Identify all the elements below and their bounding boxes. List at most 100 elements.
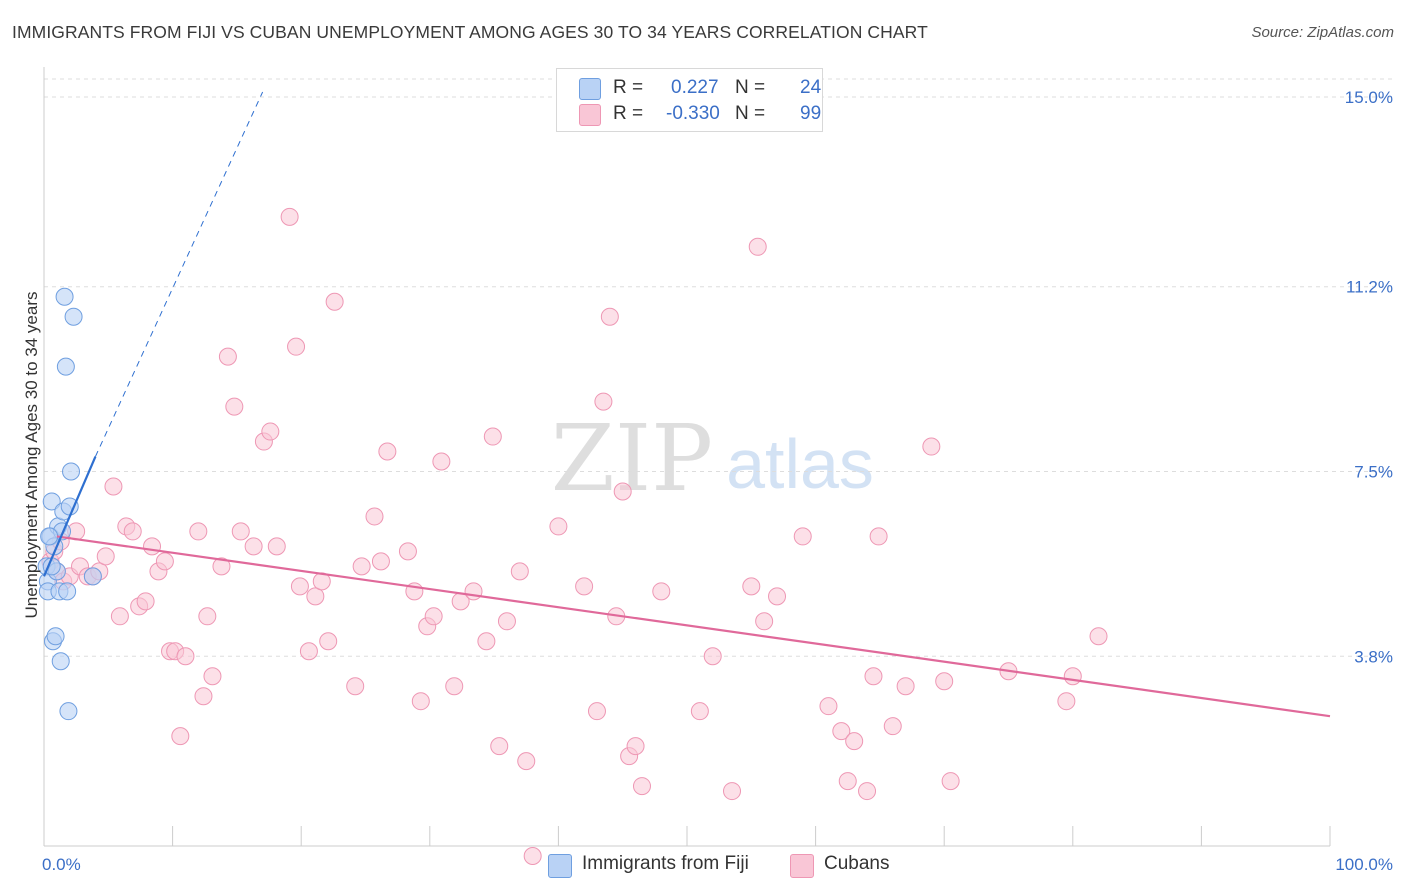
cubans-point [793, 527, 812, 546]
cubans-n-label: N = [735, 103, 766, 124]
cubans-point [299, 642, 318, 661]
cubans-point [290, 577, 309, 596]
cubans-r-value: -0.330 [666, 103, 720, 124]
cubans-point [365, 507, 384, 526]
fiji-swatch [579, 78, 601, 100]
cubans-point [371, 552, 390, 571]
cubans-point [378, 442, 397, 461]
fiji-point [59, 702, 78, 721]
cubans-point [755, 612, 774, 631]
cubans-point [742, 577, 761, 596]
cubans-swatch [579, 104, 601, 126]
fiji-r-label: R = [613, 77, 644, 98]
cubans-point [319, 632, 338, 651]
cubans-trendline [56, 535, 1331, 718]
fiji-trendline-extension [94, 91, 264, 457]
fiji-n-value: 24 [800, 77, 822, 98]
cubans-point [510, 562, 529, 581]
cubans-point [261, 422, 280, 441]
cubans-point [869, 527, 888, 546]
cubans-point [398, 542, 417, 561]
cubans-n-value: 99 [800, 103, 822, 124]
fiji-point [40, 527, 59, 546]
cubans-point [600, 307, 619, 326]
cubans-point [1057, 692, 1076, 711]
cubans-point [123, 522, 142, 541]
cubans-point [575, 577, 594, 596]
cubans-point [703, 647, 722, 666]
bottom-cubans-swatch [790, 854, 814, 878]
cubans-point [424, 607, 443, 626]
cubans-point [212, 557, 231, 576]
fiji-point [42, 492, 61, 511]
cubans-point [748, 237, 767, 256]
cubans-point [346, 677, 365, 696]
watermark-atlas: atlas [726, 425, 874, 503]
cubans-point [267, 537, 286, 556]
y-axis-label: Unemployment Among Ages 30 to 34 years [22, 291, 41, 619]
cubans-point [523, 846, 542, 865]
cubans-point [922, 437, 941, 456]
fiji-point [46, 627, 65, 646]
source-label: Source: ZipAtlas.com [1251, 24, 1394, 41]
cubans-point [819, 697, 838, 716]
cubans-point [306, 587, 325, 606]
cubans-point [838, 772, 857, 791]
fiji-point [62, 462, 81, 481]
cubans-point [325, 292, 344, 311]
y-tick-label: 7.5% [1354, 463, 1393, 482]
correlation-legend: R = 0.227 N = 24 R = -0.330 N = 99 [556, 68, 823, 132]
cubans-point [104, 477, 123, 496]
cubans-point [477, 632, 496, 651]
cubans-point [287, 337, 306, 356]
cubans-point [464, 582, 483, 601]
cubans-point [155, 552, 174, 571]
cubans-point [231, 522, 250, 541]
cubans-point [490, 737, 509, 756]
cubans-point [203, 667, 222, 686]
cubans-point [1089, 627, 1108, 646]
cubans-point [896, 677, 915, 696]
cubans-point [845, 732, 864, 751]
bottom-fiji-label: Immigrants from Fiji [582, 853, 749, 874]
fiji-point [55, 287, 74, 306]
cubans-point [198, 607, 217, 626]
cubans-point [594, 392, 613, 411]
cubans-point [864, 667, 883, 686]
chart-title: IMMIGRANTS FROM FIJI VS CUBAN UNEMPLOYME… [12, 22, 928, 42]
cubans-point [189, 522, 208, 541]
cubans-point [225, 397, 244, 416]
cubans-point [280, 207, 299, 226]
cubans-point [832, 722, 851, 741]
fiji-point [83, 567, 102, 586]
cubans-point [244, 537, 263, 556]
cubans-point [1063, 667, 1082, 686]
cubans-point [613, 482, 632, 501]
y-tick-label: 15.0% [1345, 88, 1393, 107]
cubans-point [110, 607, 129, 626]
cubans-point [883, 717, 902, 736]
cubans-point [218, 347, 237, 366]
cubans-point [652, 582, 671, 601]
x-tick-label-max: 100.0% [1335, 855, 1393, 874]
cubans-point [768, 587, 787, 606]
cubans-point [445, 677, 464, 696]
y-tick-label: 11.2% [1346, 278, 1393, 297]
cubans-point [935, 672, 954, 691]
cubans-point [136, 592, 155, 611]
cubans-point [96, 547, 115, 566]
cubans-point [143, 537, 162, 556]
cubans-point [497, 612, 516, 631]
cubans-point [432, 452, 451, 471]
bottom-cubans-label: Cubans [824, 853, 890, 874]
cubans-point [723, 782, 742, 801]
cubans-point [941, 772, 960, 791]
fiji-r-value: 0.227 [671, 77, 719, 98]
cubans-point [517, 752, 536, 771]
watermark-zip: ZIP [551, 405, 713, 512]
fiji-point [51, 652, 70, 671]
fiji-point [56, 357, 75, 376]
cubans-point [587, 702, 606, 721]
cubans-r-label: R = [613, 103, 644, 124]
